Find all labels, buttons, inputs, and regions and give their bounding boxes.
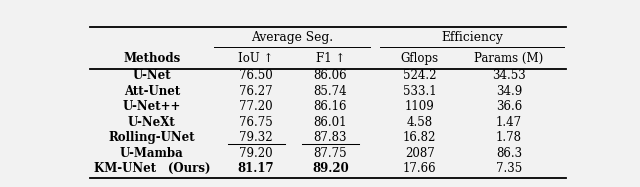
Text: KM-UNet (Ours): KM-UNet (Ours) xyxy=(93,162,210,175)
Text: 524.2: 524.2 xyxy=(403,69,436,82)
Text: U-Mamba: U-Mamba xyxy=(120,147,184,160)
Text: 76.27: 76.27 xyxy=(239,85,273,98)
Text: 86.06: 86.06 xyxy=(314,69,348,82)
Text: Methods: Methods xyxy=(124,52,180,65)
Text: 1109: 1109 xyxy=(405,100,435,113)
Text: 85.74: 85.74 xyxy=(314,85,348,98)
Text: 79.20: 79.20 xyxy=(239,147,273,160)
Text: 87.75: 87.75 xyxy=(314,147,348,160)
Text: 36.6: 36.6 xyxy=(496,100,522,113)
Text: 76.75: 76.75 xyxy=(239,116,273,129)
Text: U-NeXt: U-NeXt xyxy=(128,116,176,129)
Text: 34.9: 34.9 xyxy=(496,85,522,98)
Text: 81.17: 81.17 xyxy=(238,162,275,175)
Text: 533.1: 533.1 xyxy=(403,85,436,98)
Text: 7.35: 7.35 xyxy=(496,162,522,175)
Text: 86.16: 86.16 xyxy=(314,100,348,113)
Text: F1 ↑: F1 ↑ xyxy=(316,52,345,65)
Text: 16.82: 16.82 xyxy=(403,131,436,144)
Text: U-Net++: U-Net++ xyxy=(123,100,181,113)
Text: 2087: 2087 xyxy=(405,147,435,160)
Text: 87.83: 87.83 xyxy=(314,131,348,144)
Text: 89.20: 89.20 xyxy=(312,162,349,175)
Text: 4.58: 4.58 xyxy=(406,116,433,129)
Text: Att-Unet: Att-Unet xyxy=(124,85,180,98)
Text: 79.32: 79.32 xyxy=(239,131,273,144)
Text: 17.66: 17.66 xyxy=(403,162,436,175)
Text: Average Seg.: Average Seg. xyxy=(251,31,333,45)
Text: IoU ↑: IoU ↑ xyxy=(238,52,274,65)
Text: 86.01: 86.01 xyxy=(314,116,348,129)
Text: 1.78: 1.78 xyxy=(496,131,522,144)
Text: 76.50: 76.50 xyxy=(239,69,273,82)
Text: U-Net: U-Net xyxy=(132,69,172,82)
Text: Efficiency: Efficiency xyxy=(441,31,502,45)
Text: 34.53: 34.53 xyxy=(492,69,526,82)
Text: Params (M): Params (M) xyxy=(474,52,543,65)
Text: 1.47: 1.47 xyxy=(496,116,522,129)
Text: 86.3: 86.3 xyxy=(496,147,522,160)
Text: Rolling-UNet: Rolling-UNet xyxy=(109,131,195,144)
Text: Gflops: Gflops xyxy=(401,52,439,65)
Text: 77.20: 77.20 xyxy=(239,100,273,113)
